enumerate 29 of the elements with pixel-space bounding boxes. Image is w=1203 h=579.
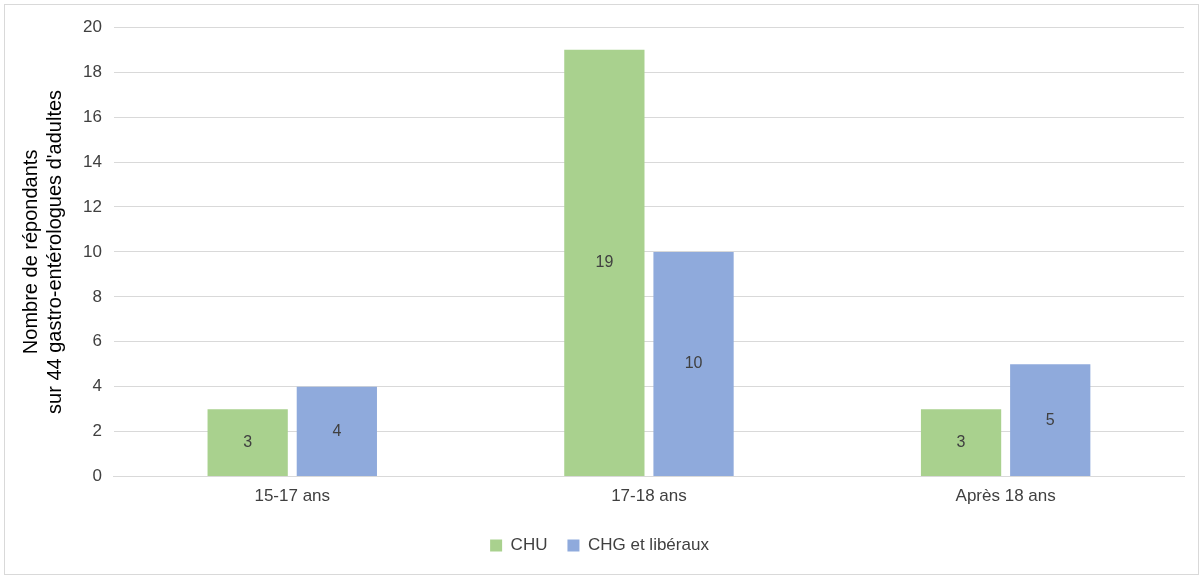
y-tick-label: 20 <box>82 16 102 36</box>
data-label: 3 <box>243 433 253 451</box>
data-label: 5 <box>1045 410 1055 428</box>
bar <box>296 386 377 477</box>
y-tick-label: 4 <box>92 376 102 396</box>
y-tick-label: 8 <box>92 286 102 306</box>
legend-label: CHG et libéraux <box>587 535 710 555</box>
y-tick-label: 12 <box>82 196 102 216</box>
bar <box>564 49 645 477</box>
y-tick-label: 2 <box>92 421 102 441</box>
x-tick-label: 17-18 ans <box>611 486 687 506</box>
data-label: 3 <box>956 433 966 451</box>
bar <box>207 409 288 477</box>
y-tick-label: 10 <box>82 241 102 261</box>
x-tick-label: 15-17 ans <box>254 486 331 506</box>
legend-label: CHU <box>510 535 548 555</box>
y-tick-label: 18 <box>82 61 102 81</box>
x-tick-label: Après 18 ans <box>955 486 1056 506</box>
bar <box>1010 364 1091 477</box>
y-axis-title: Nombre de répondants sur 44 gastro-entérologues d'adultes <box>18 89 65 414</box>
data-label: 19 <box>595 253 614 271</box>
bar <box>920 409 1002 477</box>
y-tick-label: 0 <box>92 466 102 486</box>
y-tick-label: 14 <box>82 151 102 171</box>
data-label: 10 <box>684 354 703 372</box>
bar <box>653 251 734 477</box>
y-tick-label: 6 <box>92 331 102 351</box>
y-tick-label: 16 <box>82 106 102 126</box>
data-label: 4 <box>332 421 342 439</box>
